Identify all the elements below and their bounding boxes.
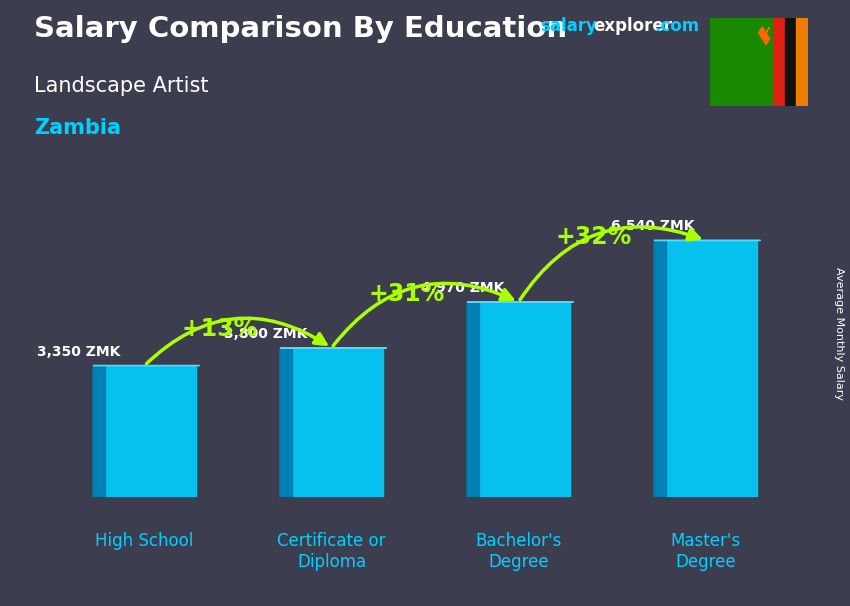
Polygon shape: [280, 348, 382, 497]
Polygon shape: [93, 365, 196, 497]
Polygon shape: [280, 348, 292, 497]
Text: 4,970 ZMK: 4,970 ZMK: [421, 281, 504, 295]
Text: 3,800 ZMK: 3,800 ZMK: [224, 327, 308, 341]
Polygon shape: [468, 302, 479, 497]
Polygon shape: [654, 241, 756, 497]
Text: 3,350 ZMK: 3,350 ZMK: [37, 344, 121, 359]
Text: High School: High School: [95, 532, 194, 550]
Text: Average Monthly Salary: Average Monthly Salary: [834, 267, 844, 400]
Text: salary: salary: [540, 17, 597, 35]
FancyArrowPatch shape: [333, 284, 513, 346]
Polygon shape: [93, 365, 105, 497]
Text: +32%: +32%: [555, 225, 632, 248]
Polygon shape: [758, 27, 769, 45]
Text: Bachelor's
Degree: Bachelor's Degree: [475, 532, 562, 571]
Text: Zambia: Zambia: [34, 118, 121, 138]
Text: Master's
Degree: Master's Degree: [671, 532, 740, 571]
Bar: [785, 18, 796, 106]
Polygon shape: [468, 302, 570, 497]
Polygon shape: [654, 241, 666, 497]
Text: Landscape Artist: Landscape Artist: [34, 76, 208, 96]
Bar: [774, 18, 785, 106]
Text: Certificate or
Diploma: Certificate or Diploma: [277, 532, 386, 571]
Text: +31%: +31%: [368, 282, 445, 306]
Text: +13%: +13%: [181, 318, 258, 341]
Text: .com: .com: [654, 17, 700, 35]
FancyArrowPatch shape: [520, 227, 700, 300]
Bar: [796, 18, 808, 106]
Text: Salary Comparison By Education: Salary Comparison By Education: [34, 15, 567, 43]
Text: 6,540 ZMK: 6,540 ZMK: [611, 219, 695, 233]
FancyArrowPatch shape: [146, 318, 326, 364]
Text: explorer: explorer: [593, 17, 672, 35]
